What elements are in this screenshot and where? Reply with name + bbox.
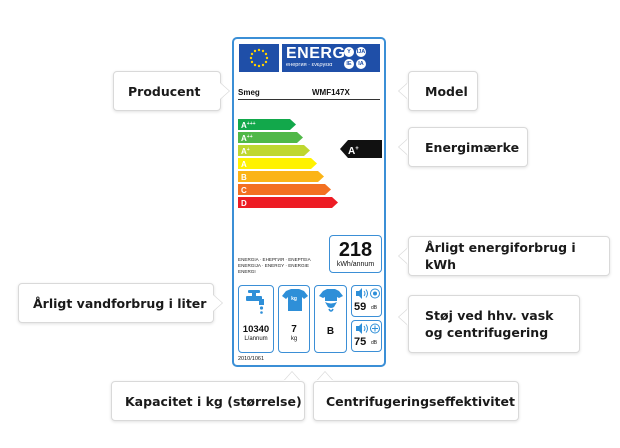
callout-pointer bbox=[284, 372, 300, 381]
water-consumption-box: 10340 L/annum bbox=[238, 285, 274, 353]
callout-pointer bbox=[399, 83, 408, 99]
regulation-number: 2010/1061 bbox=[238, 356, 264, 362]
callout-model: Model bbox=[408, 71, 478, 111]
energy-title: ENERG bbox=[286, 45, 346, 62]
efficiency-band: A+ bbox=[238, 145, 310, 156]
callout-pointer bbox=[213, 295, 222, 311]
callout-energimaerke: Energimærke bbox=[408, 127, 528, 167]
callout-energiforbrug: Årligt energiforbrug i kWh bbox=[408, 236, 610, 276]
lang-badge: Y bbox=[344, 47, 354, 57]
spin-noise-box: 75 dB bbox=[351, 320, 382, 352]
efficiency-band: A+++ bbox=[238, 119, 296, 130]
current-class-arrow: A+ bbox=[340, 140, 382, 158]
callout-centrifugering: Centrifugeringseffektivitet bbox=[313, 381, 519, 421]
energy-banner: ENERG енергия · ενεργεια Y IJA IE IA bbox=[282, 44, 380, 72]
callout-producent-text: Producent bbox=[128, 83, 201, 99]
efficiency-band-label: A++ bbox=[241, 134, 253, 143]
efficiency-band: A bbox=[238, 158, 317, 169]
efficiency-band-label: C bbox=[241, 186, 247, 195]
annual-energy-unit: kWh/annum bbox=[336, 261, 375, 268]
callout-energimaerke-text: Energimærke bbox=[425, 139, 520, 155]
energy-subtitle: енергия · ενεργεια bbox=[286, 62, 333, 68]
spin-noise-value: 75 bbox=[354, 336, 367, 348]
callout-pointer bbox=[220, 83, 229, 99]
callout-stoj: Støj ved hhv. vask og centrifugering bbox=[408, 295, 580, 353]
efficiency-band-label: A+ bbox=[241, 147, 250, 156]
wash-noise-value: 59 bbox=[354, 301, 367, 313]
efficiency-band: A++ bbox=[238, 132, 303, 143]
water-value: 10340 bbox=[242, 324, 270, 335]
efficiency-band-label: B bbox=[241, 173, 247, 182]
callout-pointer bbox=[399, 139, 408, 155]
callout-vandforbrug-text: Årligt vandforbrug i liter bbox=[33, 295, 207, 311]
capacity-value: 7 bbox=[291, 324, 297, 335]
callout-pointer bbox=[317, 372, 333, 381]
wash-noise-box: 59 dB bbox=[351, 285, 382, 317]
callout-producent: Producent bbox=[113, 71, 221, 111]
model-number: WMF147X bbox=[312, 88, 350, 97]
lang-badge: IE bbox=[344, 59, 354, 69]
wash-noise-unit: dB bbox=[371, 305, 378, 311]
spin-shirt-icon bbox=[319, 289, 343, 312]
efficiency-band: B bbox=[238, 171, 324, 182]
efficiency-band-label: A+++ bbox=[241, 121, 256, 130]
efficiency-band: C bbox=[238, 184, 331, 195]
callout-energiforbrug-text: Årligt energiforbrug i kWh bbox=[425, 240, 576, 272]
lang-badge: IJA bbox=[356, 47, 366, 57]
water-tap-icon bbox=[246, 290, 264, 314]
efficiency-band-label: A bbox=[241, 160, 247, 169]
callout-pointer bbox=[399, 248, 408, 264]
eu-flag-icon bbox=[239, 44, 279, 72]
efficiency-band: D bbox=[238, 197, 338, 208]
callout-kapacitet: Kapacitet i kg (størrelse) bbox=[111, 381, 305, 421]
callout-vandforbrug: Årligt vandforbrug i liter bbox=[18, 283, 214, 323]
efficiency-band-label: D bbox=[241, 199, 247, 208]
capacity-unit: kg bbox=[290, 336, 298, 342]
callout-pointer bbox=[399, 309, 408, 325]
water-unit: L/annum bbox=[244, 336, 268, 342]
current-class-value: A+ bbox=[348, 146, 359, 157]
speaker-wash-icon bbox=[356, 288, 380, 299]
speaker-spin-icon bbox=[356, 323, 380, 334]
lang-badge: IA bbox=[356, 59, 366, 69]
tshirt-icon bbox=[282, 289, 308, 311]
spin-class-value: B bbox=[326, 326, 335, 337]
callout-centrifugering-text: Centrifugeringseffektivitet bbox=[326, 393, 515, 409]
capacity-box: kg 7 kg bbox=[278, 285, 310, 353]
energy-multilingual-text: ENERGIA · ЕНЕРГИЯ · ΕΝΕΡΓΕΙΑ ENERGIJA · … bbox=[238, 257, 311, 274]
spin-efficiency-box: B bbox=[314, 285, 347, 353]
spin-noise-unit: dB bbox=[371, 340, 378, 346]
callout-stoj-text: Støj ved hhv. vask og centrifugering bbox=[425, 308, 554, 340]
brand-name: Smeg bbox=[238, 88, 260, 97]
capacity-icon-text: kg bbox=[291, 296, 297, 302]
annual-energy-value: 218 bbox=[338, 239, 373, 261]
annual-energy-box: 218 kWh/annum bbox=[329, 235, 382, 273]
callout-model-text: Model bbox=[425, 83, 468, 99]
energy-label: ENERG енергия · ενεργεια Y IJA IE IA Sme… bbox=[232, 37, 386, 367]
callout-kapacitet-text: Kapacitet i kg (størrelse) bbox=[125, 393, 302, 409]
divider bbox=[238, 99, 380, 100]
